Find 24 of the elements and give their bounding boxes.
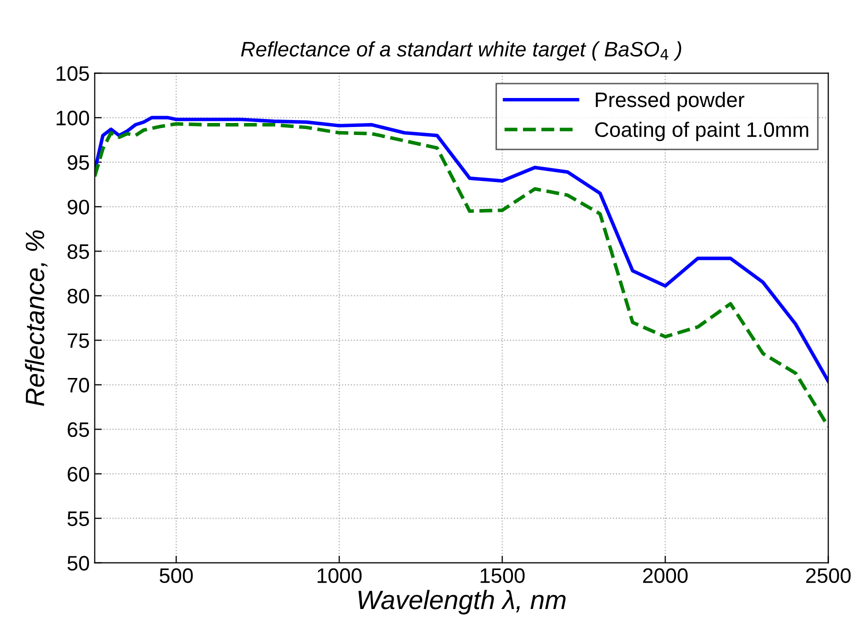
y-tick-label: 50 [68, 556, 90, 571]
y-tick-label: 80 [68, 288, 90, 304]
legend-label: Pressed powder [596, 92, 744, 112]
x-tick-label: 2000 [643, 568, 688, 584]
y-tick-label: 70 [68, 378, 90, 393]
y-tick-label: 90 [68, 200, 90, 214]
x-tick-label: 500 [160, 568, 193, 584]
chart-title: Reflectance of a standart white target ( BaSO$_{4}$ ) [241, 41, 682, 61]
y-tick-label: 95 [68, 155, 89, 170]
x-tick-label: 2500 [806, 568, 851, 584]
x-tick-label: 1500 [480, 568, 525, 584]
y-tick-label: 100 [56, 110, 90, 126]
line-series [94, 116, 828, 383]
line-series [94, 122, 828, 428]
x-axis-title: Wavelength λ, nm [358, 590, 566, 615]
y-tick-label: 85 [68, 244, 89, 259]
y-tick-label: 55 [68, 512, 89, 526]
x-tick-label: 1000 [318, 568, 362, 584]
y-tick-label: 105 [56, 66, 89, 81]
y-tick-label: 65 [68, 422, 89, 438]
legend-label: Coating of paint 1.0mm [595, 122, 808, 142]
y-axis-title: Reflectance, % [24, 230, 48, 406]
y-tick-label: 60 [68, 466, 90, 482]
y-tick-label: 75 [68, 333, 89, 348]
